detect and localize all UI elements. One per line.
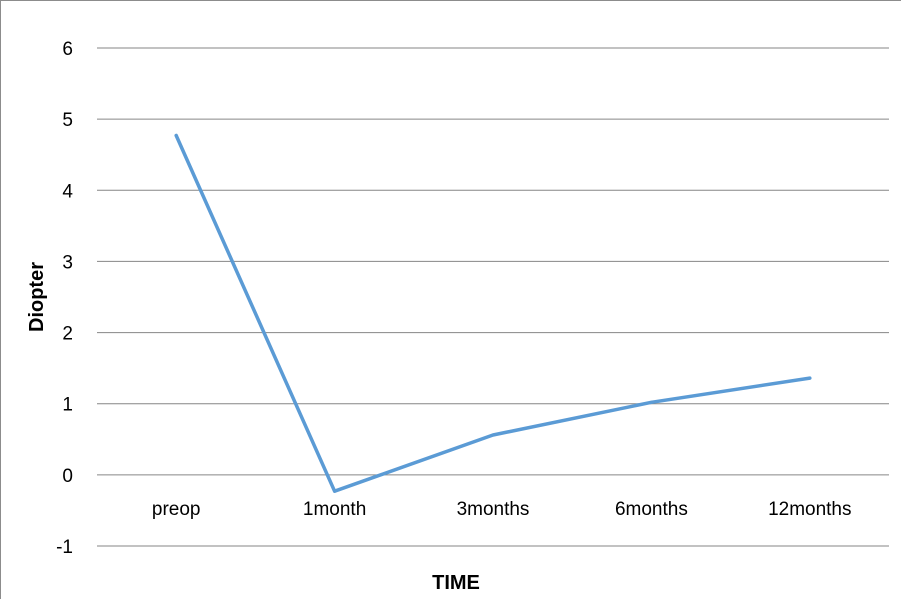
- y-tick-label: 4: [62, 181, 73, 202]
- x-tick-labels: preop 1month 3months 6months 12months: [152, 499, 852, 520]
- data-point: [491, 433, 495, 437]
- y-tick-labels: -1 0 1 2 3 4 5 6: [56, 39, 73, 558]
- x-tick-label: preop: [152, 499, 201, 520]
- gridlines: [97, 47, 889, 547]
- y-axis-title: Diopter: [26, 262, 48, 332]
- data-point: [333, 489, 337, 493]
- x-axis-title: TIME: [432, 572, 480, 594]
- y-tick-label: -1: [56, 537, 73, 558]
- y-tick-label: 2: [62, 324, 73, 345]
- y-tick-label: 1: [62, 395, 73, 416]
- data-point: [649, 400, 653, 404]
- series-lines: [174, 133, 812, 493]
- x-tick-label: 1month: [303, 499, 366, 520]
- data-point: [174, 134, 178, 138]
- x-tick-label: 12months: [768, 499, 851, 520]
- y-tick-label: 5: [62, 110, 73, 131]
- x-tick-label: 3months: [457, 499, 530, 520]
- y-tick-label: 0: [62, 466, 73, 487]
- series-line: [174, 133, 812, 493]
- data-point: [808, 376, 812, 380]
- y-tick-label: 3: [62, 252, 73, 273]
- x-tick-label: 6months: [615, 499, 688, 520]
- y-tick-label: 6: [62, 39, 73, 60]
